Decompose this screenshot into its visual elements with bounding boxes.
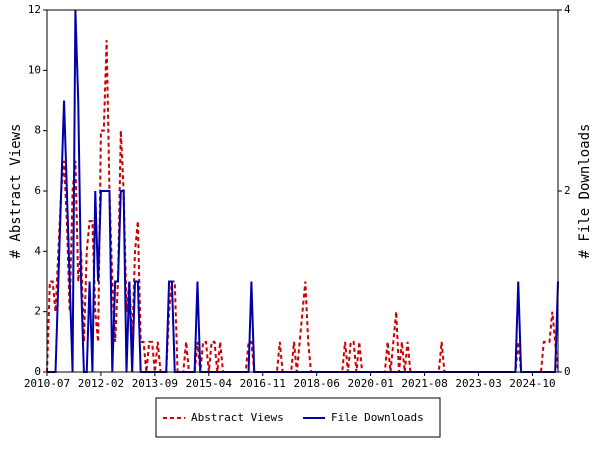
y2-tick-label: 2 bbox=[564, 184, 571, 197]
y-tick-label: 10 bbox=[28, 63, 41, 76]
x-tick-label: 2024-10 bbox=[509, 377, 555, 390]
y2-tick-label: 4 bbox=[564, 3, 571, 16]
legend-label: File Downloads bbox=[331, 411, 424, 424]
y2-tick-label: 0 bbox=[564, 365, 571, 378]
x-tick-label: 2018-06 bbox=[294, 377, 340, 390]
y-tick-label: 0 bbox=[34, 365, 41, 378]
legend-label: Abstract Views bbox=[191, 411, 284, 424]
x-tick-label: 2016-11 bbox=[240, 377, 286, 390]
y-tick-label: 6 bbox=[34, 184, 41, 197]
x-tick-label: 2012-02 bbox=[78, 377, 124, 390]
x-tick-label: 2020-01 bbox=[347, 377, 393, 390]
x-tick-label: 2013-09 bbox=[132, 377, 178, 390]
y-axis-title: # Abstract Views bbox=[8, 124, 24, 259]
y-tick-label: 12 bbox=[28, 3, 41, 16]
y-tick-label: 2 bbox=[34, 305, 41, 318]
x-tick-label: 2015-04 bbox=[186, 377, 233, 390]
x-tick-label: 2023-03 bbox=[455, 377, 501, 390]
legend-box bbox=[155, 397, 441, 438]
plot-frame bbox=[46, 9, 559, 373]
x-tick-label: 2021-08 bbox=[401, 377, 447, 390]
y-tick-label: 4 bbox=[34, 244, 41, 257]
y2-axis-title: # File Downloads bbox=[577, 124, 593, 259]
x-tick-label: 2010-07 bbox=[24, 377, 70, 390]
y-tick-label: 8 bbox=[34, 124, 41, 137]
